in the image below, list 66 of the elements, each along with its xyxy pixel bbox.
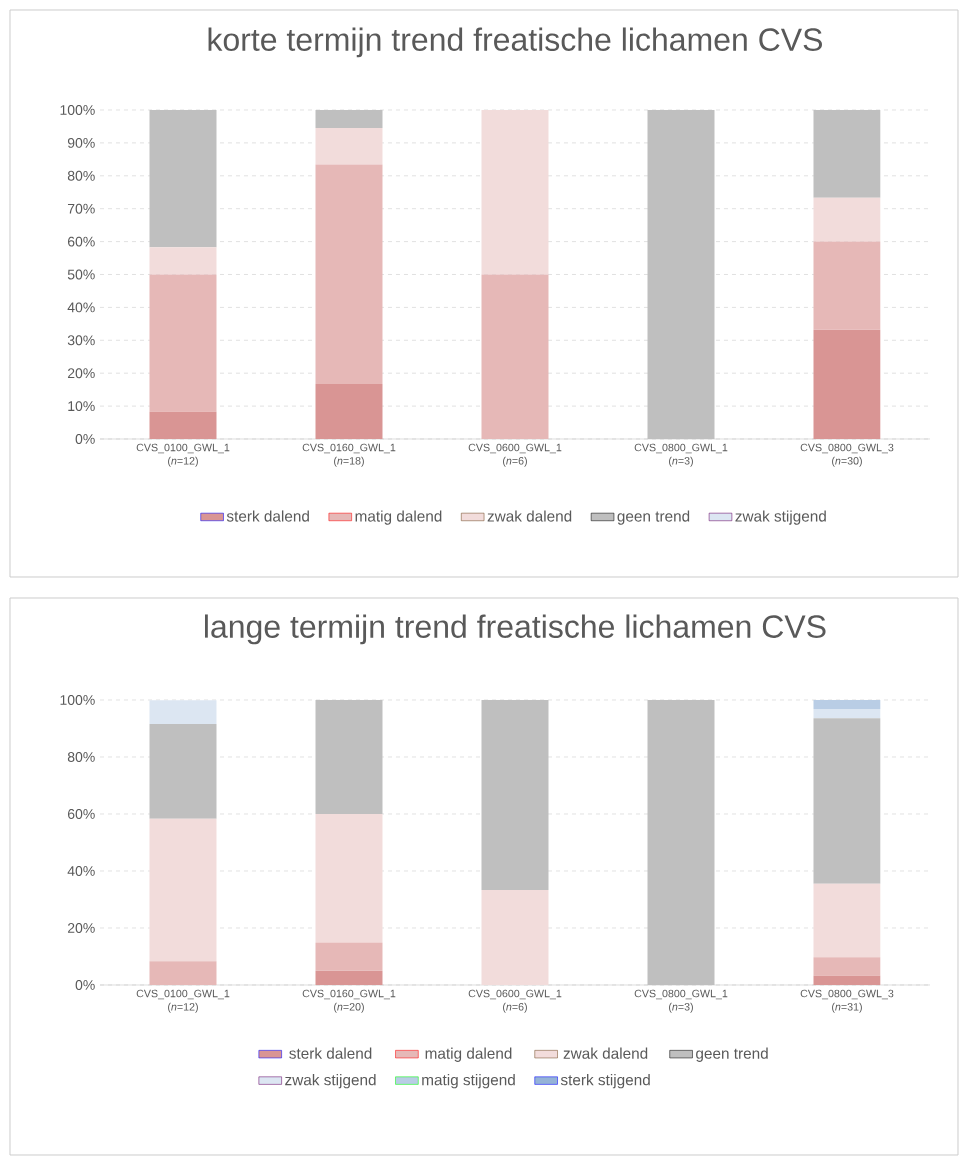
y-tick-label: 40% — [67, 866, 95, 876]
y-tick-label: 0% — [75, 980, 95, 990]
bar — [813, 700, 881, 710]
legend-label: matig stijgend — [422, 1074, 515, 1089]
bar — [813, 197, 881, 242]
x-tick-label: CVS_0800_GWL_1 (n=3) — [634, 443, 728, 467]
bar — [149, 723, 217, 819]
legend-label: sterk dalend — [226, 510, 309, 522]
bar — [813, 329, 881, 439]
legend-label: zwak stijgend — [735, 510, 826, 525]
y-tick-label: 60% — [67, 809, 95, 819]
x-tick-label: CVS_0600_GWL_1 (n=6) — [468, 989, 562, 1013]
bar — [481, 110, 549, 275]
y-tick-label: 20% — [67, 923, 95, 933]
y-tick-label: 80% — [67, 170, 95, 181]
bar — [315, 384, 383, 439]
bar — [149, 961, 217, 985]
bar — [813, 975, 881, 985]
x-tick-label: CVS_0600_GWL_1 (n=6) — [468, 443, 562, 467]
x-tick-label: CVS_0800_GWL_1 (n=3) — [634, 989, 728, 1013]
legend-label: matig dalend — [425, 1047, 512, 1062]
bar — [481, 890, 549, 985]
y-tick-label: 40% — [67, 302, 95, 313]
legend-label: sterk stijgend — [560, 1074, 650, 1089]
y-tick-label: 0% — [75, 434, 95, 444]
bar — [813, 957, 881, 976]
x-tick-label: CVS_0100_GWL_1 (n=12) — [136, 989, 230, 1013]
chart-title: lange termijn trend freatische lichamen CVS — [205, 614, 826, 645]
bar — [813, 709, 881, 719]
bar — [315, 164, 383, 385]
bar — [813, 718, 881, 884]
bar — [813, 883, 881, 958]
legend-label: geen trend — [617, 510, 690, 525]
y-tick-label: 30% — [67, 335, 95, 346]
x-tick-label: CVS_0160_GWL_1 (n=20) — [302, 989, 396, 1013]
y-tick-label: 100% — [60, 695, 95, 705]
legend-label: geen trend — [696, 1047, 768, 1062]
x-tick-label: CVS_0160_GWL_1 (n=18) — [302, 443, 396, 467]
legend-label: zwak dalend — [487, 510, 572, 522]
y-tick-label: 60% — [67, 236, 95, 247]
chart-title: korte termijn trend freatische lichamen CVS — [208, 27, 822, 58]
x-tick-label: CVS_0800_GWL_3 (n=30) — [800, 443, 894, 467]
y-tick-label: 100% — [60, 105, 95, 115]
bar — [315, 942, 383, 971]
legend-label: zwak stijgend — [285, 1074, 376, 1089]
legend-label: matig dalend — [355, 510, 442, 525]
bar — [149, 247, 217, 275]
bar — [315, 813, 383, 943]
bar — [315, 970, 383, 985]
legend-label: zwak dalend — [563, 1047, 648, 1059]
y-tick-label: 80% — [67, 752, 95, 762]
bar — [149, 411, 217, 439]
y-tick-label: 50% — [67, 269, 95, 280]
bar — [149, 818, 217, 962]
y-tick-label: 90% — [67, 137, 95, 148]
y-tick-label: 20% — [67, 368, 95, 379]
x-tick-label: CVS_0800_GWL_3 (n=31) — [800, 989, 894, 1013]
bar — [813, 241, 881, 330]
bar — [149, 700, 217, 724]
bar — [149, 274, 217, 412]
bar — [315, 128, 383, 165]
y-tick-label: 10% — [68, 401, 95, 412]
legend-label: sterk dalend — [289, 1047, 372, 1059]
bar — [481, 274, 549, 439]
x-tick-label: CVS_0100_GWL_1 (n=12) — [136, 443, 230, 467]
y-tick-label: 70% — [67, 203, 95, 214]
